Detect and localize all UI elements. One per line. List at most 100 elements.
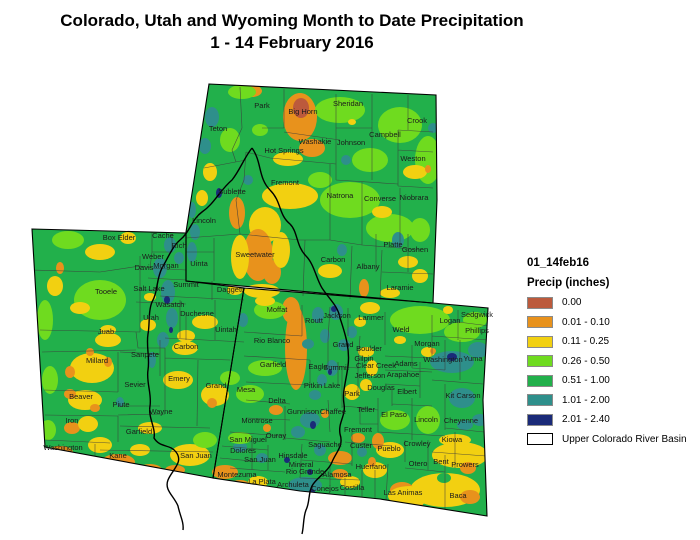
county-label-daggett: Daggett [217, 285, 244, 294]
precip-blob [315, 97, 365, 123]
legend-item: 0.01 - 0.10 [527, 316, 697, 329]
legend-label: 0.01 - 0.10 [562, 316, 610, 328]
legend-label: 0.51 - 1.00 [562, 375, 610, 386]
county-label-bent: Bent [433, 457, 449, 466]
precip-blob [302, 339, 314, 349]
precip-blob [317, 374, 327, 386]
legend-swatch [527, 296, 553, 309]
precip-blob [100, 325, 116, 335]
precip-blob [380, 410, 410, 430]
precip-blob [153, 258, 167, 278]
county-boundaries [32, 86, 488, 512]
county-label-grand: Grand [333, 340, 354, 349]
precip-blob [130, 444, 150, 456]
precip-blob [193, 432, 217, 448]
precip-blob [468, 342, 488, 358]
legend-item: 0.26 - 0.50 [527, 355, 697, 368]
legend-item: 0.00 [527, 296, 697, 309]
precip-blob [195, 125, 201, 131]
county-label-wayne: Wayne [149, 407, 172, 416]
county-label-rich: Rich [171, 241, 186, 250]
legend-swatch [527, 413, 553, 426]
county-label-piute: Piute [112, 400, 129, 409]
county-label-cheyenne: Cheyenne [444, 416, 478, 425]
county-label-davis: Davis [135, 263, 154, 272]
county-label-sublette: Sublette [218, 187, 246, 196]
county-label-mineral: Mineral [289, 460, 314, 469]
county-label-duchesne: Duchesne [180, 309, 214, 318]
precip-blob [344, 384, 360, 400]
precip-blob [70, 353, 114, 383]
county-label-pueblo: Pueblo [377, 444, 400, 453]
county-label-tooele: Tooele [95, 287, 117, 296]
precip-blob [447, 353, 457, 361]
precip-blob [138, 464, 162, 476]
county-label-kiowa: Kiowa [442, 435, 463, 444]
county-label-summit: Summit [323, 363, 349, 372]
precip-blob [352, 148, 388, 172]
legend: 01_14feb16 Precip (inches) 0.00 0.01 - 0.… [527, 257, 697, 452]
county-label-larimer: Larimer [358, 313, 384, 322]
legend-item-basin: Upper Colorado River Basin [527, 433, 697, 446]
legend-swatch-basin [527, 433, 553, 445]
county-label-emery: Emery [168, 374, 190, 383]
precip-blob [376, 442, 404, 458]
precip-blob [360, 302, 380, 314]
county-label-niobrara: Niobrara [400, 193, 430, 202]
precip-blob [394, 336, 406, 344]
precip-blob [425, 165, 431, 173]
precip-blob [190, 224, 200, 240]
county-label-las-animas: Las Animas [384, 488, 423, 497]
legend-item: 0.11 - 0.25 [527, 335, 697, 348]
precip-blob [284, 457, 290, 463]
precip-blob [85, 244, 115, 260]
precip-blob [337, 244, 347, 256]
precip-blob [169, 327, 173, 333]
precip-blob [320, 182, 380, 218]
legend-items: 0.00 0.01 - 0.10 0.11 - 0.25 0.26 - 0.50 0.5… [527, 296, 697, 446]
precip-blob [390, 306, 450, 334]
precip-blob [428, 123, 438, 133]
county-label-montezuma: Montezuma [217, 470, 257, 479]
precip-blob [157, 332, 169, 348]
county-label-morgan: Morgan [414, 339, 439, 348]
legend-swatch [527, 316, 553, 328]
county-label-albany: Albany [357, 262, 380, 271]
precip-blob [233, 442, 247, 452]
county-label-elbert: Elbert [397, 387, 418, 396]
county-label-gilpin: Gilpin [354, 354, 373, 363]
county-label-prowers: Prowers [451, 460, 479, 469]
legend-title: 01_14feb16 [527, 257, 590, 269]
county-label-hinsdale: Hinsdale [278, 451, 307, 460]
precip-blob [140, 319, 156, 331]
precip-blob [212, 465, 238, 479]
precip-blob [312, 307, 324, 323]
county-label-park: Park [344, 389, 360, 398]
county-label-gunnison: Gunnison [287, 407, 319, 416]
county-label-phillips: Phillips [465, 326, 489, 335]
county-label-boulder: Boulder [356, 344, 382, 353]
precip-blob [460, 490, 480, 504]
county-label-wasatch: Wasatch [156, 300, 185, 309]
precip-blob [220, 128, 240, 152]
precip-blob [351, 433, 365, 443]
map-title-line2: 1 - 14 February 2016 [210, 33, 374, 52]
precip-blob [449, 388, 475, 408]
precip-blob [174, 252, 184, 264]
precip-blob [328, 369, 332, 375]
county-label-archuleta: Archuleta [277, 480, 310, 489]
county-label-sweetwater: Sweetwater [235, 250, 275, 259]
legend-label-basin: Upper Colorado River Basin [562, 433, 687, 445]
county-label-lake: Lake [324, 381, 340, 390]
precip-blob [42, 366, 58, 394]
precip-blob [403, 165, 427, 179]
county-label-washington: Washington [43, 443, 82, 452]
county-label-natrona: Natrona [327, 191, 355, 200]
precip-blob [104, 357, 112, 367]
county-label-teller: Teller [357, 405, 375, 414]
precip-blob [192, 315, 218, 329]
precip-blob [229, 197, 245, 229]
precip-blob [430, 348, 436, 354]
county-label-crowley: Crowley [403, 439, 430, 448]
county-label-weber: Weber [142, 252, 164, 261]
